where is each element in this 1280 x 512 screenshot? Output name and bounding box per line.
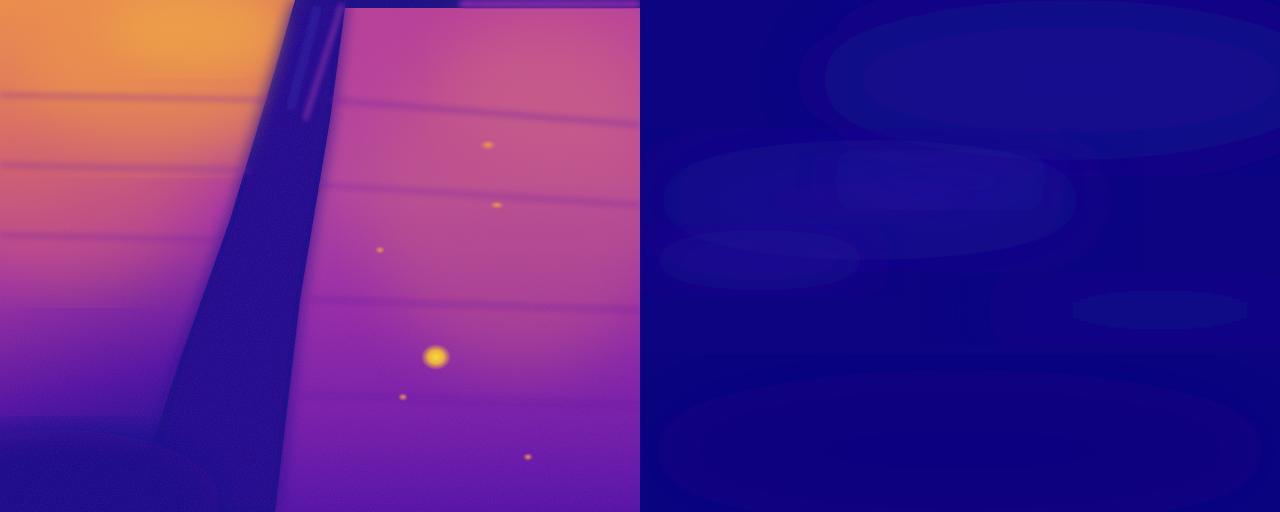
thermal-image-right	[640, 0, 1280, 512]
thermal-right-canvas	[640, 0, 1280, 512]
thermal-left-canvas	[0, 0, 640, 512]
thermal-image-left	[0, 0, 640, 512]
